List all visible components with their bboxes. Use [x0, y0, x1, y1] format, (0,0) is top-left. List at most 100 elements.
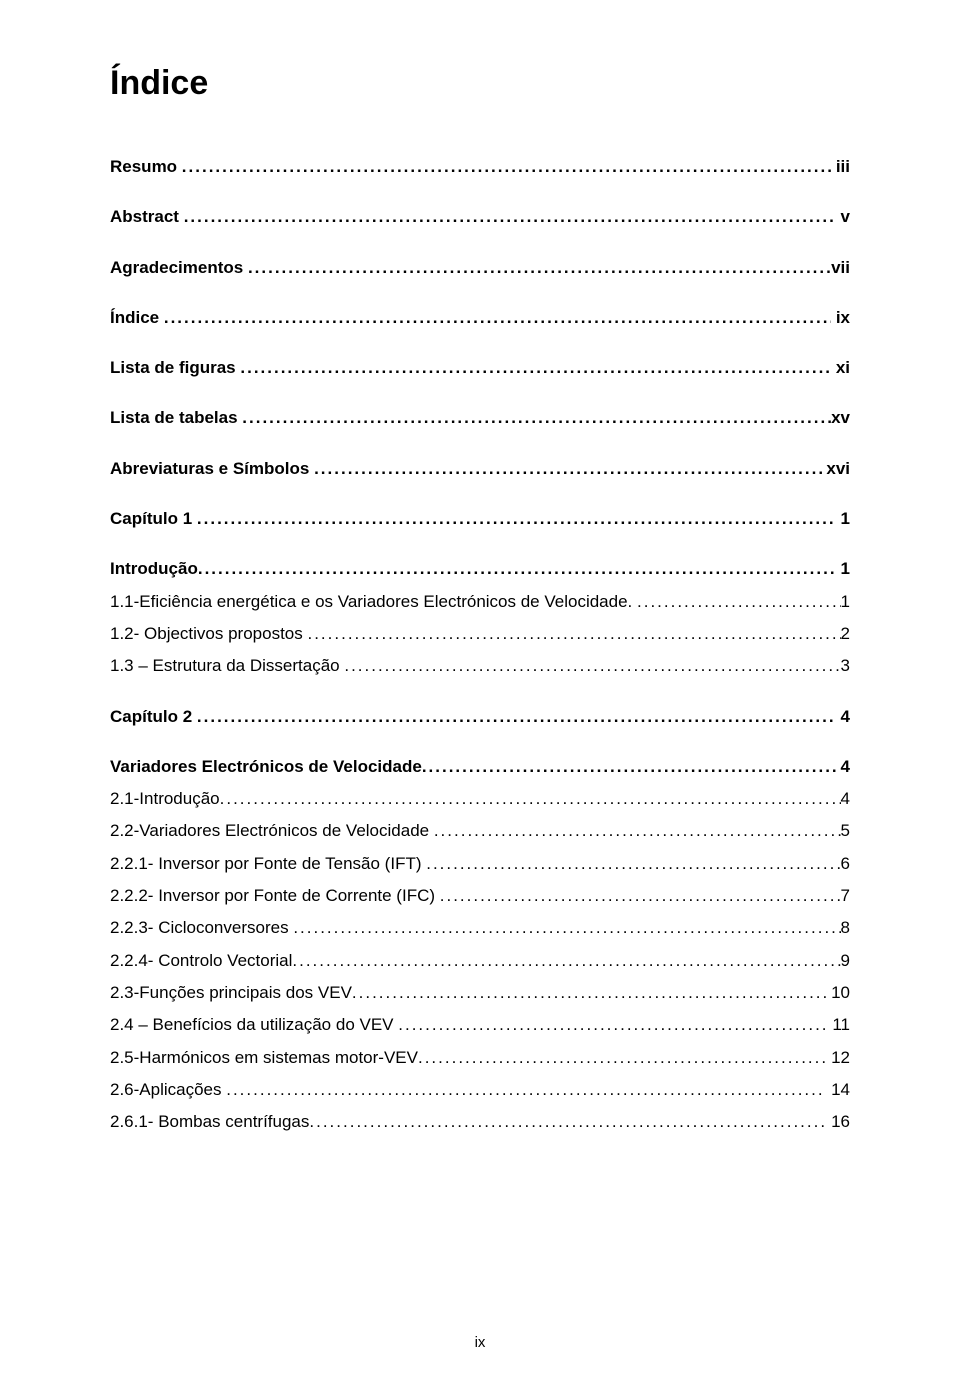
toc-entry-label: 2.3-Funções principais dos VEV: [110, 977, 352, 1009]
toc-dot-leader: [307, 618, 840, 650]
toc-entry-page: xv: [831, 402, 850, 434]
toc-dot-leader: [352, 977, 826, 1009]
toc-entry-label: Lista de figuras: [110, 352, 240, 384]
toc-dot-leader: [426, 848, 840, 880]
toc-entry-page: 7: [841, 880, 850, 912]
toc-dot-leader: [198, 553, 836, 585]
toc-entry-label: 2.2.1- Inversor por Fonte de Tensão (IFT…: [110, 848, 426, 880]
toc-entry: Resumo iii: [110, 151, 850, 183]
toc-entry-label: 1.3 – Estrutura da Dissertação: [110, 650, 344, 682]
toc-dot-leader: [197, 503, 836, 535]
toc-entry-page: 9: [841, 945, 850, 977]
toc-entry: 2.2.2- Inversor por Fonte de Corrente (I…: [110, 880, 850, 912]
toc-dot-leader: [184, 201, 836, 233]
toc-entry-page: 4: [836, 701, 850, 733]
toc-dot-leader: [197, 701, 836, 733]
toc-dot-leader: [418, 1042, 826, 1074]
toc-entry: Lista de figuras xi: [110, 352, 850, 384]
toc-entry: 2.2.3- Cicloconversores 8: [110, 912, 850, 944]
toc-dot-leader: [434, 815, 841, 847]
toc-entry: 2.6-Aplicações 14: [110, 1074, 850, 1106]
toc-entry-label: 2.6.1- Bombas centrífugas: [110, 1106, 309, 1138]
toc-entry: 2.3-Funções principais dos VEV 10: [110, 977, 850, 1009]
toc-entry-label: Capítulo 2: [110, 701, 197, 733]
toc-entry-label: 2.2-Variadores Electrónicos de Velocidad…: [110, 815, 434, 847]
toc-dot-leader: [182, 151, 831, 183]
toc-entry-page: 14: [826, 1074, 850, 1106]
page-title: Índice: [110, 64, 850, 103]
toc-entry-label: Índice: [110, 302, 164, 334]
toc-entry-page: 10: [826, 977, 850, 1009]
toc-entry-label: Variadores Electrónicos de Velocidade: [110, 751, 422, 783]
toc-entry-label: Lista de tabelas: [110, 402, 242, 434]
toc-dot-leader: [344, 650, 840, 682]
toc-entry: Agradecimentos vii: [110, 252, 850, 284]
toc-entry-page: xvi: [822, 453, 850, 485]
toc-entry-page: v: [836, 201, 850, 233]
toc-entry-page: ix: [831, 302, 850, 334]
toc-entry-page: 11: [828, 1009, 850, 1041]
toc-entry: 2.4 – Benefícios da utilização do VEV 11: [110, 1009, 850, 1041]
toc-dot-leader: [637, 586, 841, 618]
toc-entry: Variadores Electrónicos de Velocidade 4: [110, 751, 850, 783]
toc-entry-label: 1.1-Eficiência energética e os Variadore…: [110, 586, 637, 618]
toc-entry-label: Abreviaturas e Símbolos: [110, 453, 314, 485]
toc-entry-page: 4: [841, 783, 850, 815]
toc-entry: 2.2-Variadores Electrónicos de Velocidad…: [110, 815, 850, 847]
toc-dot-leader: [242, 402, 831, 434]
toc-entry: 2.2.4- Controlo Vectorial 9: [110, 945, 850, 977]
toc-entry: 2.6.1- Bombas centrífugas 16: [110, 1106, 850, 1138]
toc-entry-label: Abstract: [110, 201, 184, 233]
toc-entry: 2.2.1- Inversor por Fonte de Tensão (IFT…: [110, 848, 850, 880]
toc-entry-page: 6: [841, 848, 850, 880]
toc-dot-leader: [248, 252, 831, 284]
toc-dot-leader: [314, 453, 822, 485]
toc-entry: Abreviaturas e Símbolos xvi: [110, 453, 850, 485]
toc-entry-page: 4: [836, 751, 850, 783]
toc-entry-page: 8: [841, 912, 850, 944]
toc-entry: 2.1-Introdução 4: [110, 783, 850, 815]
toc-dot-leader: [309, 1106, 826, 1138]
toc-entry-label: Resumo: [110, 151, 182, 183]
toc-entry-label: 2.1-Introdução: [110, 783, 220, 815]
toc-entry-page: 1: [836, 503, 850, 535]
toc-dot-leader: [164, 302, 831, 334]
toc-entry-page: 1: [836, 553, 850, 585]
toc-entry-label: 1.2- Objectivos propostos: [110, 618, 307, 650]
toc-entry-page: 2: [841, 618, 850, 650]
toc-entry-label: Capítulo 1: [110, 503, 197, 535]
toc-dot-leader: [240, 352, 831, 384]
toc-entry: Lista de tabelas xv: [110, 402, 850, 434]
toc-dot-leader: [220, 783, 841, 815]
toc-entry: 1.1-Eficiência energética e os Variadore…: [110, 586, 850, 618]
toc-dot-leader: [293, 912, 840, 944]
toc-entry: Introdução 1: [110, 553, 850, 585]
toc-entry-page: 5: [841, 815, 850, 847]
toc-entry-label: 2.6-Aplicações: [110, 1074, 226, 1106]
toc-page: Índice Resumo iii Abstract v Agradecimento…: [0, 0, 960, 1389]
toc-entry-label: 2.2.2- Inversor por Fonte de Corrente (I…: [110, 880, 440, 912]
toc-entry-label: 2.5-Harmónicos em sistemas motor-VEV: [110, 1042, 418, 1074]
toc-entry-page: iii: [831, 151, 850, 183]
toc-dot-leader: [398, 1009, 827, 1041]
toc-list: Resumo iii Abstract v Agradecimentos vii Ín…: [110, 151, 850, 1138]
toc-entry-label: 2.2.4- Controlo Vectorial: [110, 945, 292, 977]
toc-entry-page: 1: [841, 586, 850, 618]
toc-entry-label: 2.4 – Benefícios da utilização do VEV: [110, 1009, 398, 1041]
toc-entry-label: 2.2.3- Cicloconversores: [110, 912, 293, 944]
toc-dot-leader: [422, 751, 836, 783]
toc-entry: 1.2- Objectivos propostos 2: [110, 618, 850, 650]
toc-entry-page: 3: [841, 650, 850, 682]
toc-entry-page: vii: [831, 252, 850, 284]
toc-dot-leader: [440, 880, 841, 912]
toc-entry-page: 12: [826, 1042, 850, 1074]
toc-entry: Capítulo 1 1: [110, 503, 850, 535]
toc-entry: 2.5-Harmónicos em sistemas motor-VEV 12: [110, 1042, 850, 1074]
toc-entry-label: Agradecimentos: [110, 252, 248, 284]
toc-entry-label: Introdução: [110, 553, 198, 585]
toc-entry-page: xi: [831, 352, 850, 384]
toc-dot-leader: [226, 1074, 826, 1106]
toc-dot-leader: [292, 945, 840, 977]
toc-entry: Índice ix: [110, 302, 850, 334]
page-number-footer: ix: [0, 1334, 960, 1351]
